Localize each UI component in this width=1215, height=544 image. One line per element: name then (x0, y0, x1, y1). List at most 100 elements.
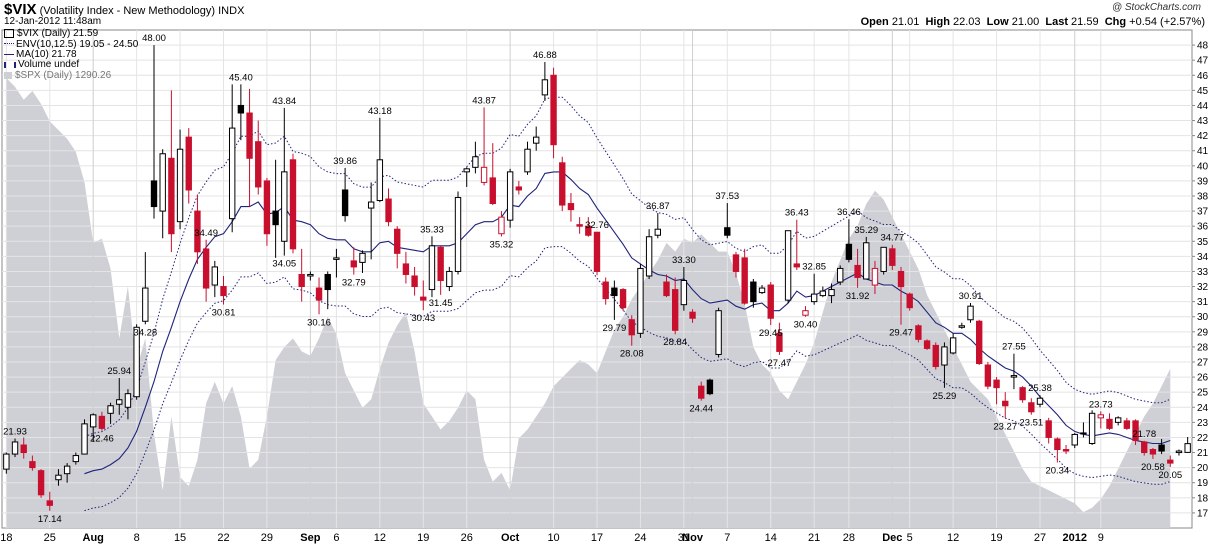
candle-body (107, 405, 114, 414)
candle-body (958, 325, 966, 328)
price-annotation: 25.38 (1028, 383, 1052, 394)
candle-body (654, 228, 661, 236)
x-tick-label: 2012 (1062, 532, 1086, 544)
x-tick-label: 9 (1098, 532, 1104, 544)
candle-body (845, 243, 853, 260)
price-annotation: 23.51 (1019, 418, 1043, 429)
x-tick-label: 24 (634, 532, 646, 544)
candle-body (29, 461, 36, 469)
candle-body (1002, 400, 1009, 407)
candle-body (194, 210, 201, 253)
y-tick-label: 18 (1197, 493, 1209, 504)
x-tick-label: Aug (83, 532, 104, 544)
candle-body (289, 159, 297, 250)
candle-body (932, 344, 939, 368)
candle-body (402, 263, 410, 275)
candle-body (1071, 433, 1078, 446)
candle-body (559, 162, 566, 206)
price-annotation: 32.76 (585, 220, 609, 231)
legend: $VIX (Daily) 21.59 ENV(10,12.5) 19.05 - … (4, 28, 138, 81)
candle-body (1088, 412, 1096, 444)
chart-title: $VIX (Volatility Index - New Methodology… (4, 1, 244, 18)
candle-body (776, 332, 783, 352)
candle-body (228, 127, 236, 220)
price-annotation: 30.40 (794, 320, 818, 331)
candle-body (350, 260, 357, 268)
price-annotation: 31.92 (846, 291, 870, 302)
price-annotation: 35.29 (854, 225, 878, 236)
y-tick-label: 32 (1197, 282, 1209, 293)
candle-body (863, 242, 870, 280)
candle-body (906, 293, 913, 309)
candle-body (941, 346, 948, 366)
candle-body (828, 289, 835, 297)
candle-body (1184, 443, 1191, 453)
price-annotation: 27.55 (1002, 342, 1026, 353)
legend-env: ENV(10,12.5) 19.05 - 24.50 (4, 39, 138, 50)
candle-body (698, 385, 705, 399)
candle-body (602, 281, 609, 300)
candle-body (159, 153, 166, 212)
x-tick-label: 19 (417, 532, 429, 544)
candle-body (680, 280, 688, 306)
candle-body (1141, 441, 1148, 454)
y-tick-label: 36 (1197, 222, 1209, 233)
y-tick-label: 34 (1197, 252, 1209, 263)
candle-body (837, 267, 844, 283)
candle-body (437, 246, 444, 282)
x-tick-label: 12 (947, 532, 959, 544)
chg-value: +0.54 (+2.57%) (1129, 16, 1205, 28)
candle-body (20, 444, 27, 454)
y-tick-label: 44 (1197, 101, 1209, 112)
price-annotation: 34.77 (880, 233, 904, 244)
price-annotation: 20.58 (1141, 462, 1165, 473)
candle-body (411, 275, 418, 288)
high-value: 22.03 (952, 16, 981, 28)
candle-body (185, 136, 192, 191)
candle-body (1167, 459, 1174, 464)
y-tick-label: 38 (1197, 192, 1209, 203)
x-tick-label: 22 (217, 532, 229, 544)
candle-body (90, 414, 97, 428)
candle-body (663, 281, 670, 297)
candle-body (975, 320, 983, 365)
price-annotation: 48.00 (142, 33, 166, 44)
price-annotation: 34.28 (133, 327, 157, 338)
candle-body (915, 325, 922, 340)
price-annotation: 43.18 (368, 106, 392, 117)
candle-body (376, 159, 384, 202)
y-tick-label: 30 (1197, 312, 1209, 323)
candle-body (715, 310, 722, 355)
price-annotation: 30.91 (959, 291, 983, 302)
price-annotation: 28.08 (620, 349, 644, 360)
price-annotation: 20.34 (1045, 466, 1069, 477)
candle-body (1019, 387, 1026, 401)
candle-body (784, 230, 792, 301)
y-tick-label: 20 (1197, 463, 1209, 474)
y-tick-label: 24 (1197, 403, 1209, 414)
candle-body (802, 310, 809, 316)
candle-body (246, 112, 253, 159)
candle-body (550, 74, 557, 146)
x-tick-label: 12 (374, 532, 386, 544)
y-tick-label: 17 (1197, 508, 1209, 519)
price-annotation: 39.86 (333, 156, 357, 167)
candle-body (949, 337, 957, 354)
y-tick-label: 25 (1197, 388, 1209, 399)
x-tick-label: 5 (907, 532, 913, 544)
price-annotation: 37.53 (715, 191, 739, 202)
open-label: Open (860, 16, 889, 28)
price-annotation: 29.45 (759, 328, 783, 339)
candle-body (341, 189, 349, 217)
candle-body (1175, 450, 1183, 454)
x-tick-label: Oct (501, 532, 520, 544)
x-tick-label: Dec (882, 532, 902, 544)
candle-body (793, 263, 800, 268)
price-annotation: 46.88 (533, 50, 557, 61)
credit: @ StockCharts.com (1111, 2, 1201, 13)
x-tick-label: 6 (333, 532, 339, 544)
price-annotation: 29.47 (889, 328, 913, 339)
candle-body (671, 289, 679, 331)
y-tick-label: 37 (1197, 207, 1209, 218)
